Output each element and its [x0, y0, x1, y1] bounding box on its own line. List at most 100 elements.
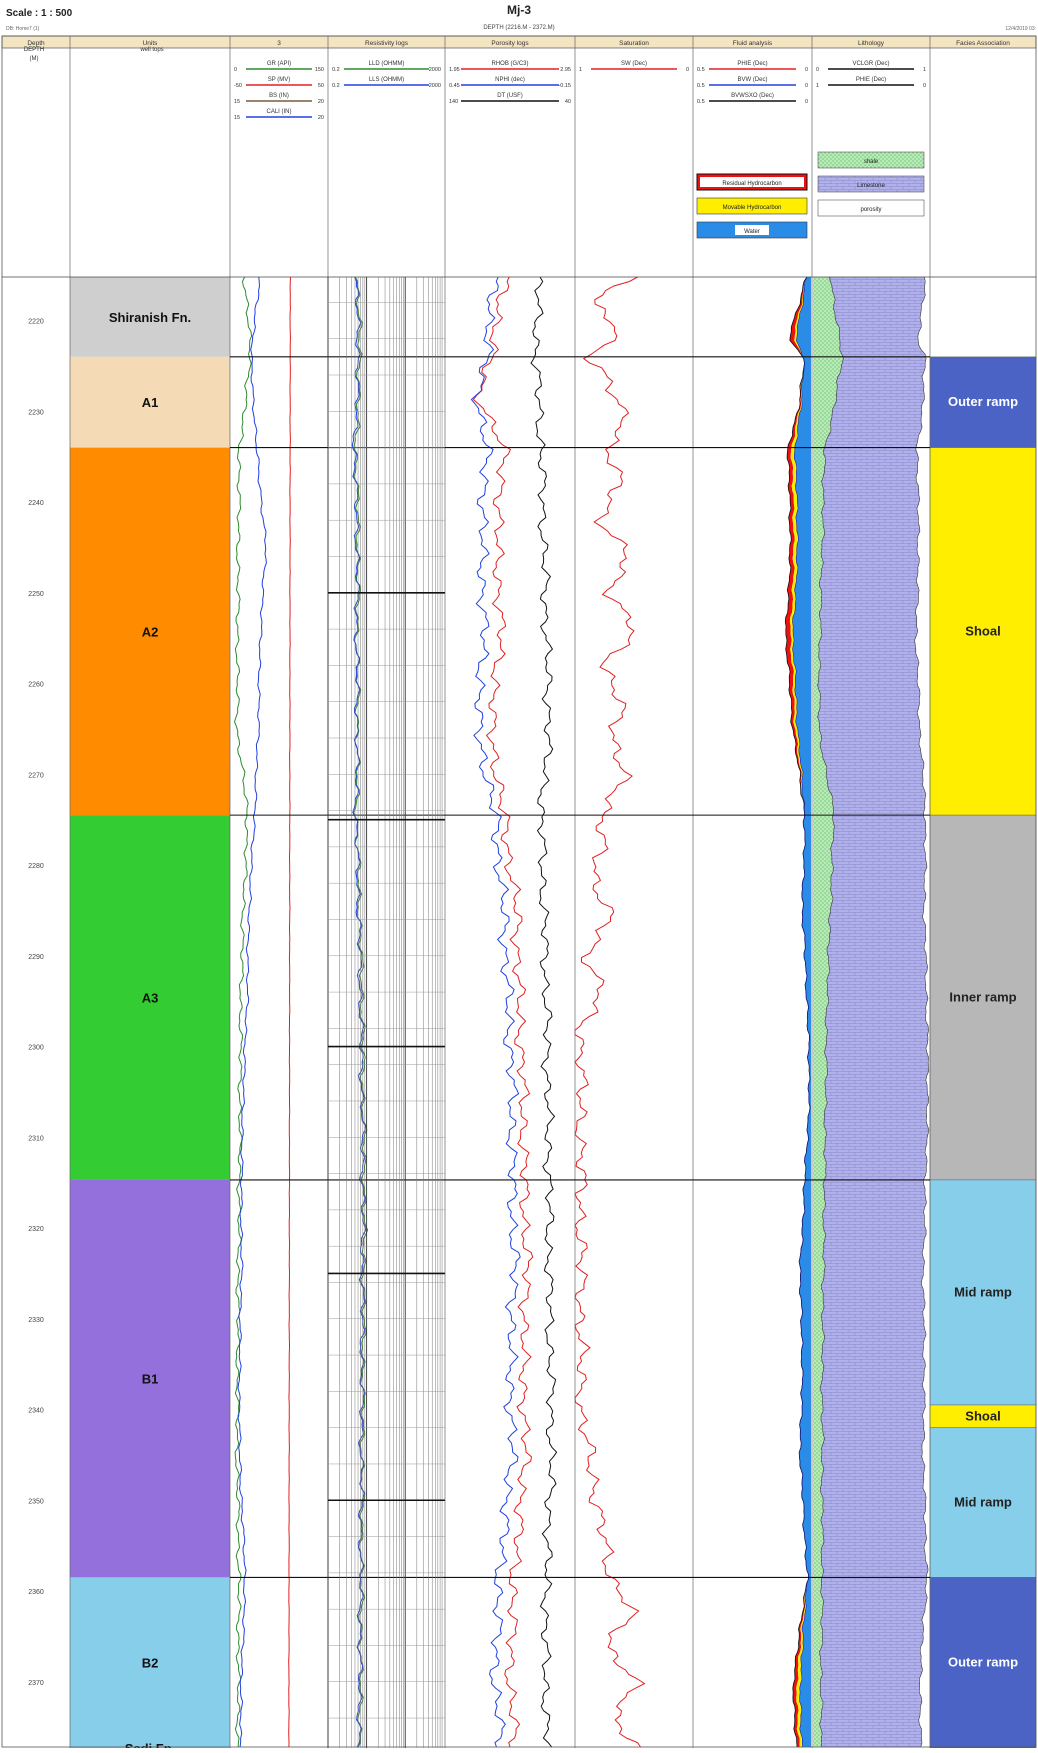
unit-label: A2 [142, 624, 159, 639]
dt-curve [530, 276, 558, 1748]
lithology-legend: shale Limestone porosity [817, 151, 925, 217]
depth-tick-label: 2260 [28, 682, 44, 689]
unit-block [70, 447, 230, 816]
track3-curve-left: 15 [234, 99, 240, 105]
track3-curve-left: -50 [234, 83, 242, 89]
fluid-curve-left: 0.5 [697, 99, 705, 105]
column-title-8: Facies Association [956, 40, 1010, 47]
nphi-curve [470, 276, 521, 1748]
depth-header-label: DEPTH [24, 47, 44, 53]
legend-residual-inner [700, 177, 804, 187]
track3-curve-name: GR (API) [267, 61, 291, 67]
facies-block [929, 447, 1037, 816]
unit-block [70, 815, 230, 1180]
facies-label: Mid ramp [954, 1495, 1012, 1510]
facies-block [929, 814, 1037, 1181]
depth-tick-label: 2250 [28, 591, 44, 598]
legend-residual-label: Residual Hydrocarbon [722, 181, 781, 187]
track3-curve-left: 15 [234, 115, 240, 121]
facies-label: Mid ramp [954, 1284, 1012, 1299]
depth-tick-label: 2360 [28, 1589, 44, 1596]
unit-label: B1 [142, 1372, 159, 1387]
frame [1, 35, 1037, 1748]
track3-curve-right: 20 [318, 99, 324, 105]
fluid-legend: Residual Hydrocarbon Movable Hydrocarbon… [696, 173, 808, 239]
legend-limestone-label: Limestone [857, 183, 885, 189]
date-note: 12/4/2019 03: [1005, 26, 1036, 32]
unit-block [70, 277, 230, 357]
litho-limestone-fill [817, 277, 929, 1748]
well-name: Mj-3 [507, 3, 531, 17]
depth-range-label: DEPTH (2216.M - 2372.M) [483, 25, 554, 31]
track3-curve-right: 20 [318, 115, 324, 121]
track3-curve-name: BS (IN) [269, 93, 289, 99]
depth-tick-label: 2230 [28, 409, 44, 416]
lithology-curve-left: 1 [816, 83, 819, 89]
porosity-curve-right: 2.95 [560, 67, 571, 73]
column-title-2: 3 [277, 40, 281, 47]
column-title-7: Lithology [858, 40, 885, 47]
porosity-curve-left: 1.95 [449, 67, 460, 73]
saturation-curve-name: SW (Dec) [621, 61, 647, 67]
porosity-curve-left: 0.45 [449, 83, 460, 89]
column-title-4: Porosity logs [491, 40, 529, 47]
fluid-curve-left: 0.5 [697, 83, 705, 89]
column-title-1: Units [143, 40, 159, 47]
depth-tick-label: 2350 [28, 1498, 44, 1505]
db-note: DB: Home7 (1) [6, 26, 40, 32]
unit-label: A3 [142, 991, 159, 1006]
litho-phie-curve [914, 276, 930, 1748]
lithology-curve-name: VCLGR (Dec) [852, 61, 889, 67]
track3-curve-name: CALI (IN) [266, 109, 291, 115]
saturation-curve-right: 0 [686, 67, 689, 73]
legend-porosity-label: porosity [860, 207, 881, 213]
porosity-curve-left: 140 [449, 99, 458, 105]
unit-label: B2 [142, 1656, 159, 1671]
unit-label: A1 [142, 395, 159, 410]
depth-tick-label: 2270 [28, 772, 44, 779]
column-title-5: Saturation [619, 40, 649, 47]
track3-curve-right: 150 [315, 67, 324, 73]
lithology-curve-right: 1 [923, 67, 926, 73]
resistivity-curve-left: 0.2 [332, 67, 340, 73]
porosity-curve-name: NPHI (dec) [495, 77, 525, 83]
fluid-curve-left: 0.5 [697, 67, 705, 73]
rhob-curve [472, 276, 534, 1748]
porosity-curve-name: DT (USF) [497, 93, 523, 99]
legend-movable-label: Movable Hydrocarbon [723, 205, 782, 211]
lithology-curve-right: 0 [923, 83, 926, 89]
depth-tick-label: 2220 [28, 319, 44, 326]
track-headers: DEPTH (M) well tops [24, 47, 164, 62]
litho-shale-fill [813, 277, 844, 1748]
legend-movable-swatch [696, 197, 808, 215]
scale-label: Scale : 1 : 500 [6, 8, 73, 19]
depth-tick-label: 2300 [28, 1045, 44, 1052]
facies-label: Outer ramp [948, 394, 1018, 409]
fluid-curve-name: PHIE (Dec) [737, 61, 767, 67]
resistivity-curve-name: LLS (OHMM) [369, 77, 404, 83]
facies-block [929, 1577, 1037, 1749]
track3-curve-right: 50 [318, 83, 324, 89]
legend-shale-label: shale [864, 159, 879, 165]
fluid-curve-right: 0 [805, 83, 808, 89]
track-grid [1, 35, 1037, 1748]
bvw-curve [792, 276, 811, 1748]
depth-tick-label: 2280 [28, 863, 44, 870]
depth-tick-label: 2340 [28, 1408, 44, 1415]
unit-block [70, 356, 230, 448]
cali-curve [237, 276, 267, 1748]
sp-curve [288, 276, 291, 1748]
resistivity-curve-left: 0.2 [332, 83, 340, 89]
vclgr-curve [817, 276, 844, 1748]
resistivity-curve-name: LLD (OHMM) [369, 61, 405, 67]
legend-porosity-swatch [817, 199, 925, 217]
units-header-label: well tops [139, 47, 163, 53]
legend-shale-swatch [817, 151, 925, 169]
facies-block [929, 1427, 1037, 1578]
column-title-0: Depth [27, 40, 45, 47]
fluid-curve-name: BVWSXO (Dec) [731, 93, 774, 99]
column-title-6: Fluid analysis [733, 40, 773, 47]
